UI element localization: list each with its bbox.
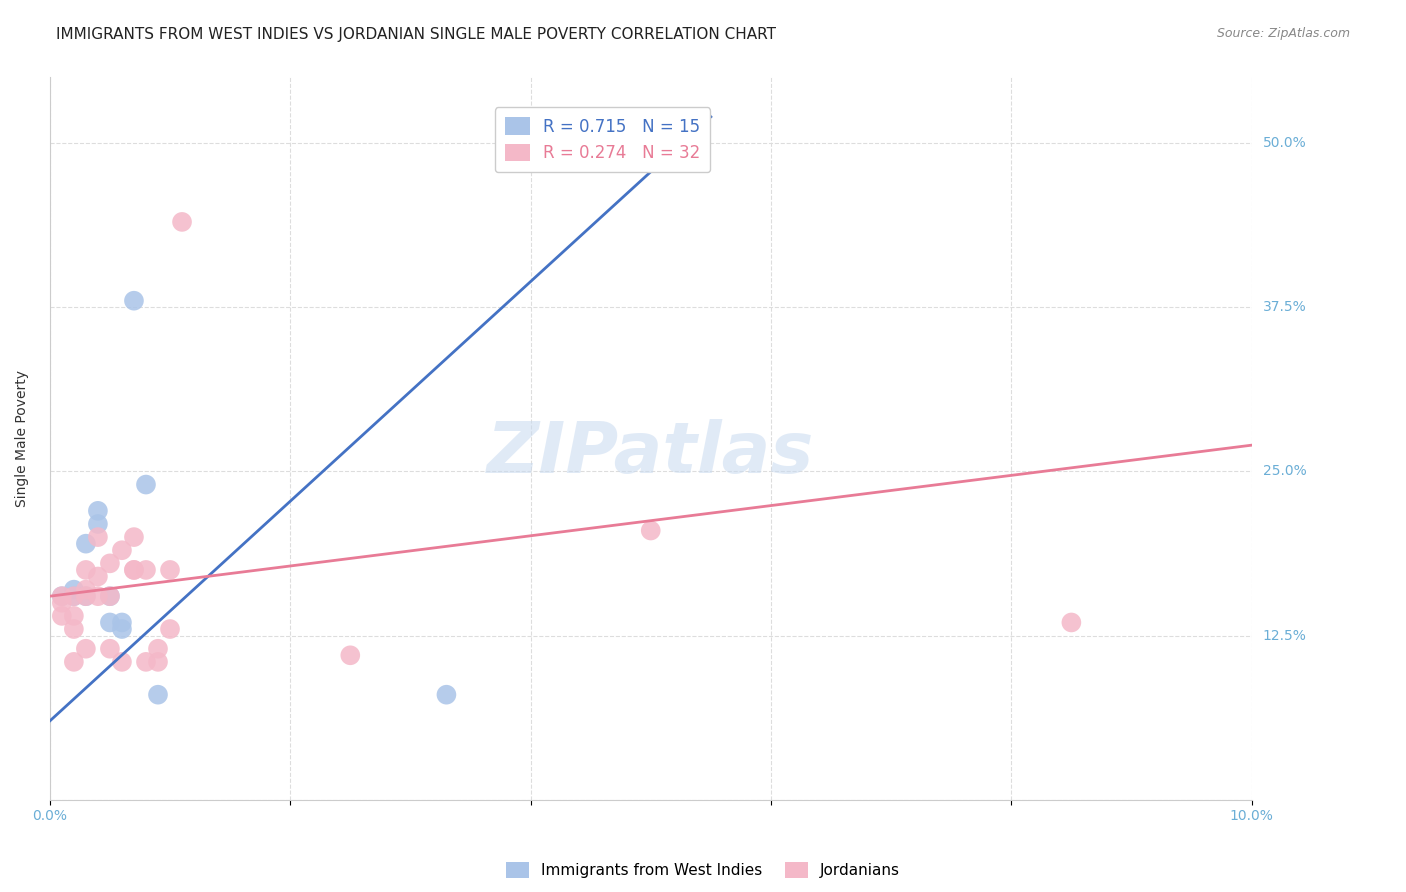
Point xyxy=(51,596,73,610)
Point xyxy=(111,543,134,558)
Point xyxy=(135,655,157,669)
Point xyxy=(63,582,86,597)
Point xyxy=(98,589,121,603)
Point xyxy=(159,622,181,636)
Point xyxy=(122,530,145,544)
Point xyxy=(111,622,134,636)
Point xyxy=(51,589,73,603)
Point xyxy=(146,688,169,702)
Legend: R = 0.715   N = 15, R = 0.274   N = 32: R = 0.715 N = 15, R = 0.274 N = 32 xyxy=(495,107,710,172)
Text: 25.0%: 25.0% xyxy=(1263,465,1306,478)
Point xyxy=(98,557,121,571)
Point xyxy=(339,648,361,663)
Text: Source: ZipAtlas.com: Source: ZipAtlas.com xyxy=(1216,27,1350,40)
Point xyxy=(122,293,145,308)
Point xyxy=(63,622,86,636)
Text: 50.0%: 50.0% xyxy=(1263,136,1306,150)
Point xyxy=(159,563,181,577)
Point xyxy=(98,615,121,630)
Point xyxy=(51,589,73,603)
Point xyxy=(135,563,157,577)
Point xyxy=(436,688,458,702)
Point xyxy=(122,563,145,577)
Point xyxy=(87,504,110,518)
Point xyxy=(146,655,169,669)
Text: ZIPatlas: ZIPatlas xyxy=(486,418,814,488)
Point xyxy=(87,589,110,603)
Point xyxy=(75,589,97,603)
Point xyxy=(87,530,110,544)
Point xyxy=(87,516,110,531)
Text: 12.5%: 12.5% xyxy=(1263,629,1306,642)
Point xyxy=(146,641,169,656)
Point xyxy=(75,563,97,577)
Point xyxy=(135,477,157,491)
Point xyxy=(122,563,145,577)
Point xyxy=(51,608,73,623)
Point xyxy=(111,655,134,669)
Point xyxy=(170,215,193,229)
Point xyxy=(1060,615,1083,630)
Point xyxy=(75,536,97,550)
Point xyxy=(63,655,86,669)
Point xyxy=(75,589,97,603)
Point xyxy=(63,608,86,623)
Point xyxy=(63,589,86,603)
Text: IMMIGRANTS FROM WEST INDIES VS JORDANIAN SINGLE MALE POVERTY CORRELATION CHART: IMMIGRANTS FROM WEST INDIES VS JORDANIAN… xyxy=(56,27,776,42)
Point xyxy=(63,589,86,603)
Point xyxy=(111,615,134,630)
Point xyxy=(98,589,121,603)
Point xyxy=(87,569,110,583)
Point xyxy=(75,641,97,656)
Y-axis label: Single Male Poverty: Single Male Poverty xyxy=(15,370,30,507)
Point xyxy=(75,582,97,597)
Legend: Immigrants from West Indies, Jordanians: Immigrants from West Indies, Jordanians xyxy=(499,856,907,884)
Text: 37.5%: 37.5% xyxy=(1263,301,1306,314)
Point xyxy=(98,641,121,656)
Point xyxy=(640,524,662,538)
